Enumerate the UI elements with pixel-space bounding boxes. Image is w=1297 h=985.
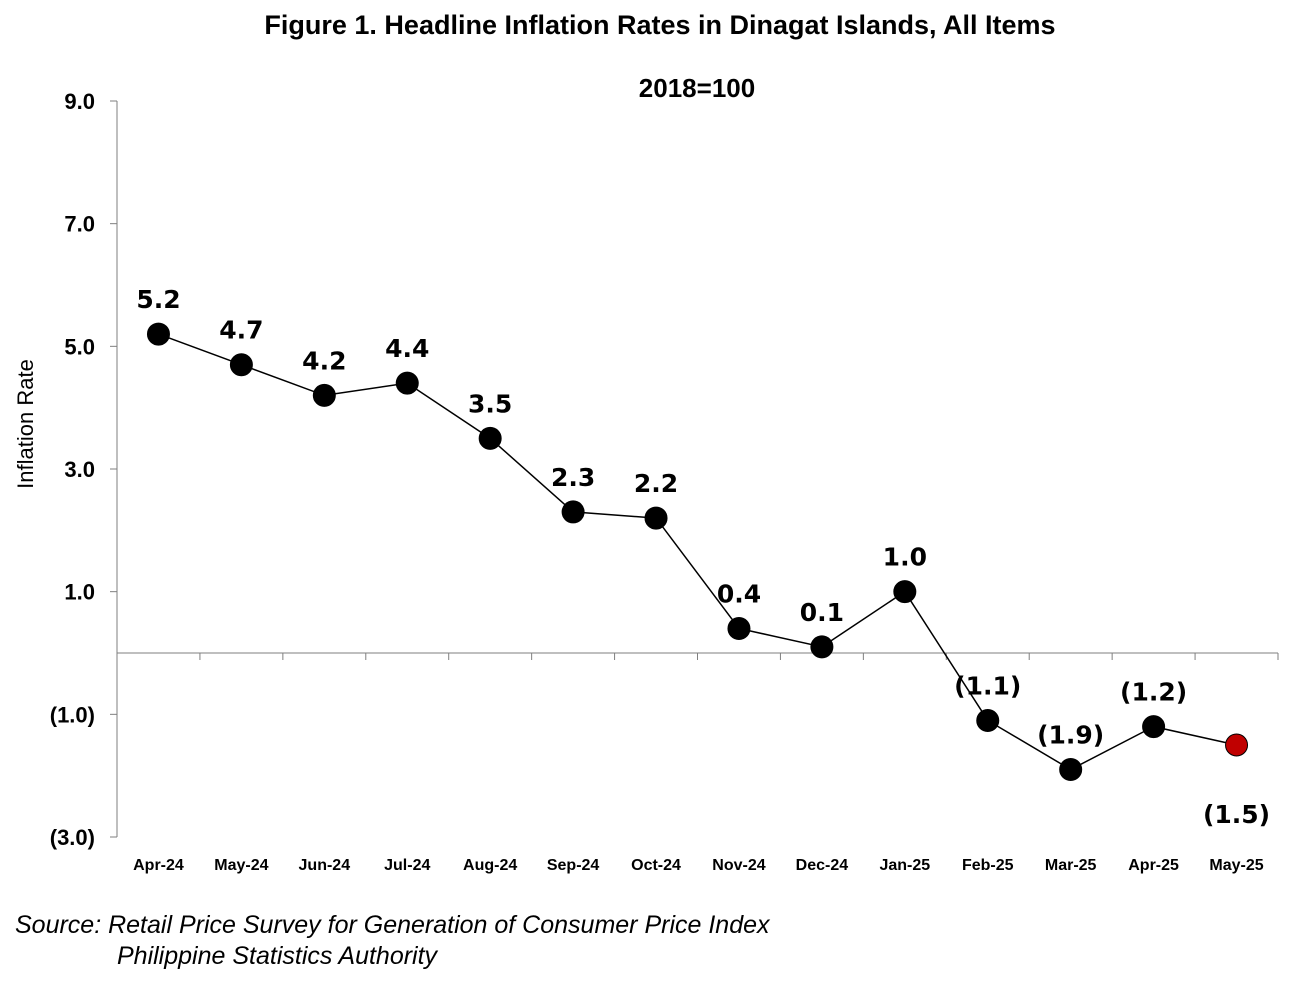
series-line	[158, 333, 1237, 771]
x-tick-label: Nov-24	[712, 857, 765, 874]
data-point	[478, 426, 502, 450]
x-tick-label: Mar-25	[1045, 857, 1097, 874]
data-point	[976, 708, 1000, 732]
x-tick-label: Apr-24	[133, 857, 184, 874]
y-tick-label: 3.0	[64, 457, 95, 482]
x-tick-label: May-25	[1209, 857, 1263, 874]
y-tick-label: (3.0)	[50, 825, 95, 850]
data-label: 2.2	[634, 469, 678, 498]
data-point	[146, 322, 170, 346]
chart-title: Figure 1. Headline Inflation Rates in Di…	[264, 10, 1056, 40]
x-tick-label: Jul-24	[384, 857, 430, 874]
data-label: 1.0	[883, 543, 927, 572]
y-axis-title: Inflation Rate	[13, 359, 38, 489]
y-tick-label: 5.0	[64, 334, 95, 359]
x-tick-label: May-24	[214, 857, 268, 874]
y-tick-label: 1.0	[64, 580, 95, 605]
data-label: 4.2	[302, 346, 346, 375]
y-tick-label: 9.0	[64, 89, 95, 114]
data-point-highlight	[1225, 733, 1249, 757]
x-tick-label: Aug-24	[463, 857, 517, 874]
data-point	[229, 353, 253, 377]
data-point	[561, 500, 585, 524]
data-label: (1.2)	[1120, 678, 1187, 707]
x-tick-label: Oct-24	[631, 857, 681, 874]
data-label: 2.3	[551, 463, 595, 492]
data-point	[1059, 758, 1083, 782]
data-point	[893, 580, 917, 604]
data-label: 5.2	[136, 285, 180, 314]
x-tick-label: Dec-24	[796, 857, 849, 874]
source-note: Source: Retail Price Survey for Generati…	[15, 910, 770, 972]
x-tick-label: Feb-25	[962, 857, 1014, 874]
data-label: 4.7	[219, 316, 263, 345]
data-label: 4.4	[385, 334, 429, 363]
x-tick-label: Jan-25	[879, 857, 930, 874]
data-point	[1142, 715, 1166, 739]
data-point	[810, 635, 834, 659]
y-tick-label: 7.0	[64, 212, 95, 237]
data-point	[727, 616, 751, 640]
data-label: 3.5	[468, 389, 512, 418]
data-point	[395, 371, 419, 395]
x-tick-label: Jun-24	[299, 857, 351, 874]
data-point	[312, 383, 336, 407]
x-tick-label: Apr-25	[1128, 857, 1179, 874]
data-label: (1.9)	[1037, 721, 1104, 750]
x-tick-label: Sep-24	[547, 857, 600, 874]
chart-subtitle: 2018=100	[638, 73, 756, 103]
data-point	[644, 506, 668, 530]
y-tick-label: (1.0)	[50, 702, 95, 727]
data-label: (1.1)	[954, 671, 1021, 700]
data-label: 0.4	[717, 579, 761, 608]
data-label: 0.1	[800, 598, 844, 627]
source-line-2: Philippine Statistics Authority	[117, 942, 438, 970]
data-label: (1.5)	[1203, 800, 1270, 829]
source-line-1: Source: Retail Price Survey for Generati…	[15, 911, 770, 939]
